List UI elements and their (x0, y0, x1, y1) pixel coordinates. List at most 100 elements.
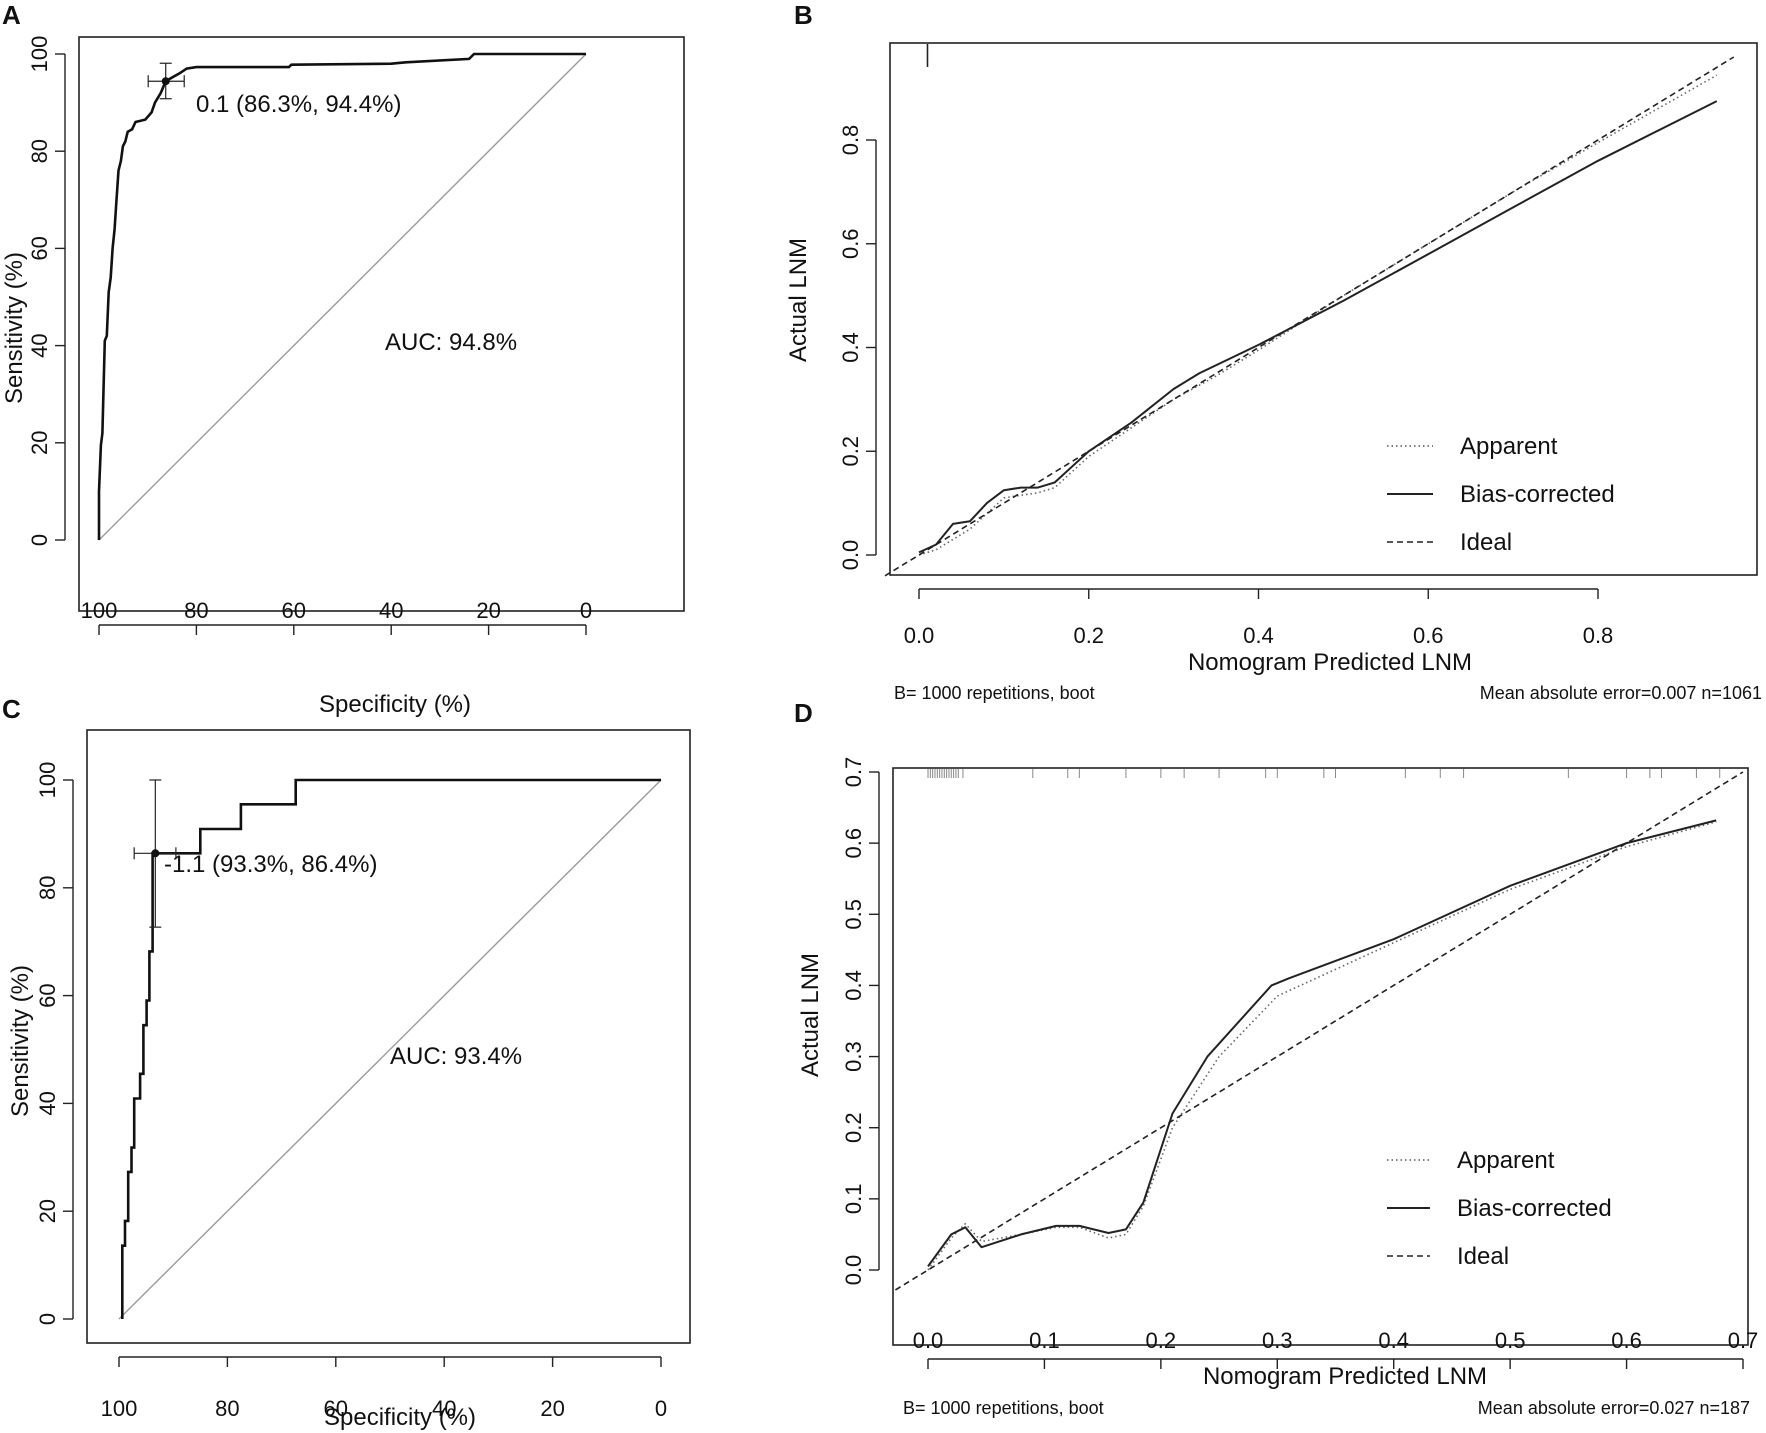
panel-c-reference-diagonal (118, 779, 662, 1320)
panel-d-marks (894, 769, 1744, 1291)
panel-b-footnote-left: B= 1000 repetitions, boot (894, 683, 1095, 703)
panel-d-x-tick-label: 0.3 (1262, 1328, 1293, 1353)
panel-c-y-tick-label: 0 (35, 1313, 60, 1325)
panel-a-x-axis: 100 80 60 40 20 0 (81, 598, 592, 635)
panel-c-y-axis: 0 20 40 60 80 100 (35, 762, 74, 1325)
panel-a-roc-curve (97, 52, 586, 540)
panel-b-x-tick-label: 0.4 (1243, 623, 1274, 648)
panel-c-x-tick-label: 100 (101, 1396, 138, 1421)
panel-c-x-label: Specificity (%) (324, 1404, 476, 1431)
panel-d-plot-frame (892, 767, 1749, 1346)
panel-d-x-tick-label: 0.5 (1495, 1328, 1526, 1353)
panel-a-label: A (2, 0, 21, 30)
panel-d-y-tick-label: 0.5 (841, 899, 866, 930)
panel-d-x-tick-label: 0.0 (913, 1328, 944, 1353)
panel-b-x-axis: 0.0 0.2 0.4 0.6 0.8 (904, 588, 1614, 648)
panel-b-y-axis: 0.0 0.2 0.4 0.6 0.8 (838, 125, 877, 570)
panel-b-x-tick-label: 0.2 (1073, 623, 1104, 648)
panel-d-x-tick-label: 0.7 (1728, 1328, 1759, 1353)
panel-d-y-axis: 0.0 0.1 0.2 0.3 0.4 0.5 0.6 0.7 (841, 757, 880, 1286)
panel-d-legend-bias-corrected: Bias-corrected (1457, 1195, 1612, 1222)
panel-d-footnote-left: B= 1000 repetitions, boot (903, 1398, 1104, 1418)
panel-b-legend-apparent: Apparent (1460, 433, 1558, 460)
panel-b-x-label: Nomogram Predicted LNM (1188, 649, 1472, 676)
panel-d-legend-apparent: Apparent (1457, 1147, 1555, 1174)
panel-b-y-tick-label: 0.2 (838, 436, 863, 467)
panel-d-footnote-right: Mean absolute error=0.027 n=187 (1478, 1398, 1750, 1418)
panel-c-y-label: Sensitivity (%) (7, 965, 34, 1117)
panel-c-marks (118, 778, 662, 1320)
panel-d-y-label: Actual LNM (797, 953, 824, 1077)
panel-b-legend-bias-corrected: Bias-corrected (1460, 481, 1615, 508)
panel-c-auc-label: AUC: 93.4% (390, 1043, 522, 1070)
panel-a-x-label: Specificity (%) (319, 691, 471, 718)
panel-c-label: C (2, 694, 21, 724)
panel-a-auc-label: AUC: 94.8% (385, 329, 517, 356)
panel-b-legend: Apparent Bias-corrected Ideal (1387, 433, 1615, 556)
panel-c-plot-frame (86, 729, 691, 1344)
panel-a-plot-frame (78, 36, 685, 612)
panel-b-footnote-right: Mean absolute error=0.007 n=1061 (1480, 683, 1762, 703)
panel-d-y-tick-label: 0.2 (841, 1112, 866, 1143)
panel-b-legend-ideal: Ideal (1460, 529, 1512, 556)
panel-d-x-tick-label: 0.4 (1378, 1328, 1409, 1353)
panel-a-x-tick-label: 60 (282, 598, 306, 623)
panel-d-series-ideal (894, 771, 1744, 1291)
panel-d-legend: Apparent Bias-corrected Ideal (1387, 1147, 1612, 1270)
panel-c-x-tick-label: 20 (540, 1396, 564, 1421)
panel-d-y-tick-label: 0.1 (841, 1184, 866, 1215)
panel-b-y-tick-label: 0.8 (838, 125, 863, 156)
panel-b-x-tick-label: 0.8 (1583, 623, 1614, 648)
panel-a-threshold-label: 0.1 (86.3%, 94.4%) (196, 91, 401, 118)
panel-c-y-tick-label: 20 (35, 1199, 60, 1223)
panel-d-x-label: Nomogram Predicted LNM (1203, 1363, 1487, 1390)
panel-d-y-tick-label: 0.3 (841, 1041, 866, 1072)
panel-a-y-tick-label: 60 (27, 236, 52, 260)
panel-a-y-tick-label: 40 (27, 333, 52, 357)
panel-c-y-tick-label: 80 (35, 876, 60, 900)
panel-a-x-tick-label: 80 (184, 598, 208, 623)
panel-c-y-tick-label: 60 (35, 983, 60, 1007)
panel-d-y-tick-label: 0.6 (841, 828, 866, 859)
panel-a-y-tick-label: 20 (27, 431, 52, 455)
panel-b-x-tick-label: 0.0 (904, 623, 935, 648)
panel-c-x-tick-label: 80 (215, 1396, 239, 1421)
panel-c-y-tick-label: 100 (35, 762, 60, 799)
panel-d-label: D (794, 698, 813, 728)
panel-b-label: B (794, 0, 813, 30)
panel-b-series-ideal (884, 56, 1735, 577)
panel-d-y-tick-label: 0.7 (841, 757, 866, 788)
panel-c-x-tick-label: 40 (432, 1396, 456, 1421)
panel-d-x-tick-label: 0.1 (1029, 1328, 1060, 1353)
panel-a-y-tick-label: 80 (27, 139, 52, 163)
panel-c-threshold-point (151, 849, 160, 858)
panel-c-roc: C 100 80 60 40 20 0 0 20 40 60 80 100 Specificity … (2, 694, 691, 1431)
panel-a-reference-diagonal (98, 53, 587, 541)
panel-a-y-label: Sensitivity (%) (1, 252, 28, 404)
panel-a-x-tick-label: 20 (476, 598, 500, 623)
panel-b-y-tick-label: 0.6 (838, 228, 863, 259)
panel-c-x-tick-label: 60 (324, 1396, 348, 1421)
panel-b-y-tick-label: 0.4 (838, 332, 863, 363)
panel-c-x-tick-label: 0 (655, 1396, 667, 1421)
panel-c-roc-curve (121, 778, 661, 1319)
panel-a-marks (97, 52, 587, 541)
panel-b-plot-frame (889, 42, 1758, 576)
panel-b-marks (884, 44, 1735, 577)
panel-c-y-tick-label: 40 (35, 1091, 60, 1115)
panel-d-x-tick-label: 0.6 (1611, 1328, 1642, 1353)
panel-c-x-axis: 100 80 60 40 20 0 (101, 1356, 667, 1421)
panel-a-y-axis: 0 20 40 60 80 100 (27, 36, 66, 546)
panel-d-y-tick-label: 0.4 (841, 970, 866, 1001)
panel-b-calibration: B 0.0 0.2 0.4 0.6 0.8 0.0 0.2 0.4 0.6 0.8 Nomogr… (785, 0, 1762, 703)
panel-a-y-tick-label: 100 (27, 36, 52, 73)
panel-a-x-tick-label: 40 (379, 598, 403, 623)
panel-a-x-tick-label: 100 (81, 598, 118, 623)
panel-d-calibration: D 0.0 0.1 0.2 0.3 0.4 0.5 0.6 0.7 0.0 0.1 0.2 0.3 0… (794, 698, 1758, 1418)
panel-d-y-tick-label: 0.0 (841, 1255, 866, 1286)
panel-a-y-tick-label: 0 (27, 534, 52, 546)
panel-d-legend-ideal: Ideal (1457, 1243, 1509, 1270)
panel-d-series-bias-corrected (927, 819, 1717, 1267)
panel-c-threshold-label: -1.1 (93.3%, 86.4%) (164, 851, 377, 878)
